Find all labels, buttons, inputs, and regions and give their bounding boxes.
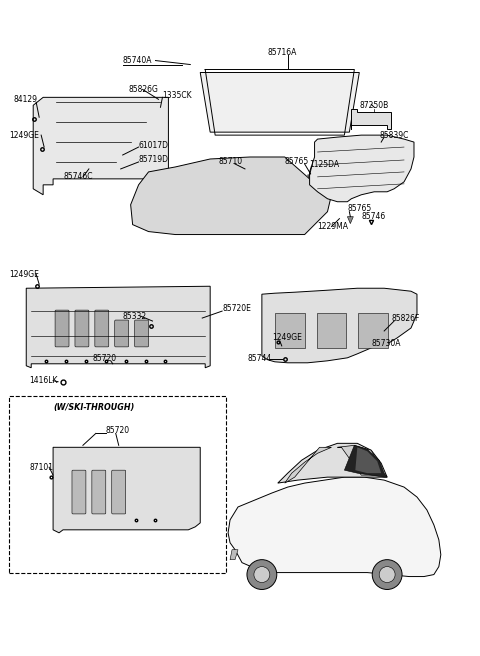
Polygon shape — [200, 72, 360, 132]
Polygon shape — [131, 157, 335, 235]
FancyBboxPatch shape — [112, 470, 126, 514]
Text: 85740A: 85740A — [123, 56, 152, 65]
Polygon shape — [308, 175, 313, 182]
FancyBboxPatch shape — [115, 320, 129, 347]
Text: 85826F: 85826F — [391, 314, 420, 323]
FancyBboxPatch shape — [134, 320, 148, 347]
FancyBboxPatch shape — [92, 470, 106, 514]
Bar — [316, 313, 347, 348]
Text: 85720: 85720 — [93, 354, 117, 363]
Text: 85744: 85744 — [248, 354, 272, 363]
Text: 1416LK: 1416LK — [29, 376, 58, 385]
Text: 85746C: 85746C — [63, 173, 93, 181]
Text: 85719D: 85719D — [139, 155, 168, 165]
Text: 1249GE: 1249GE — [272, 333, 302, 342]
FancyBboxPatch shape — [95, 310, 109, 347]
Circle shape — [254, 567, 270, 583]
Text: 87250B: 87250B — [360, 101, 388, 110]
Text: 85765: 85765 — [348, 204, 372, 213]
Polygon shape — [310, 135, 414, 202]
Text: 87101: 87101 — [29, 462, 53, 472]
Bar — [358, 313, 388, 348]
Circle shape — [379, 567, 395, 583]
Circle shape — [372, 560, 402, 590]
Text: 85720: 85720 — [106, 426, 130, 435]
Text: 61017D: 61017D — [139, 140, 168, 150]
Text: 85765: 85765 — [285, 157, 309, 167]
Text: 1335CK: 1335CK — [162, 91, 192, 100]
Text: 85746: 85746 — [361, 212, 385, 221]
Circle shape — [247, 560, 277, 590]
Polygon shape — [262, 288, 417, 363]
FancyBboxPatch shape — [72, 470, 86, 514]
Bar — [275, 313, 305, 348]
FancyBboxPatch shape — [75, 310, 89, 347]
Polygon shape — [26, 286, 210, 368]
Polygon shape — [351, 110, 391, 129]
Polygon shape — [53, 447, 200, 533]
Polygon shape — [355, 447, 381, 473]
FancyBboxPatch shape — [9, 396, 226, 573]
Text: 1125DA: 1125DA — [310, 161, 340, 169]
Text: 85716A: 85716A — [268, 48, 297, 57]
Text: 85730A: 85730A — [371, 339, 401, 348]
Text: 1249GE: 1249GE — [9, 131, 39, 140]
Polygon shape — [348, 216, 353, 224]
Polygon shape — [33, 97, 168, 195]
Text: 85332: 85332 — [123, 312, 147, 321]
Text: 1249GE: 1249GE — [9, 270, 39, 279]
Text: 84129: 84129 — [13, 95, 37, 104]
Text: (W/SKI-THROUGH): (W/SKI-THROUGH) — [53, 403, 134, 412]
Polygon shape — [285, 447, 332, 483]
FancyBboxPatch shape — [55, 310, 69, 347]
Polygon shape — [344, 445, 387, 477]
Text: 85839C: 85839C — [379, 131, 408, 140]
Text: 85720E: 85720E — [222, 304, 251, 313]
Polygon shape — [228, 477, 441, 577]
Text: 85710: 85710 — [218, 157, 242, 167]
Text: 85826G: 85826G — [129, 85, 158, 94]
Polygon shape — [278, 443, 387, 483]
Polygon shape — [230, 550, 238, 560]
Text: 1229MA: 1229MA — [318, 222, 348, 231]
Polygon shape — [337, 445, 377, 475]
